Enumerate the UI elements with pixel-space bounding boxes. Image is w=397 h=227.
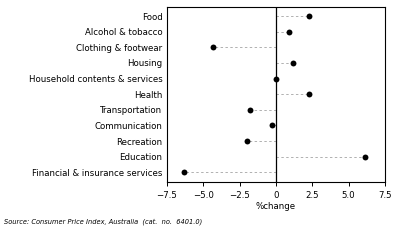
Point: [286, 30, 292, 34]
Point: [247, 108, 253, 112]
Point: [362, 155, 368, 158]
Point: [306, 14, 312, 18]
Point: [181, 170, 187, 174]
Point: [273, 77, 279, 80]
X-axis label: %change: %change: [256, 202, 296, 211]
Point: [306, 92, 312, 96]
Point: [210, 46, 216, 49]
Point: [244, 139, 250, 143]
Point: [268, 123, 275, 127]
Point: [290, 61, 297, 65]
Text: Source: Consumer Price Index, Australia  (cat.  no.  6401.0): Source: Consumer Price Index, Australia …: [4, 218, 202, 225]
